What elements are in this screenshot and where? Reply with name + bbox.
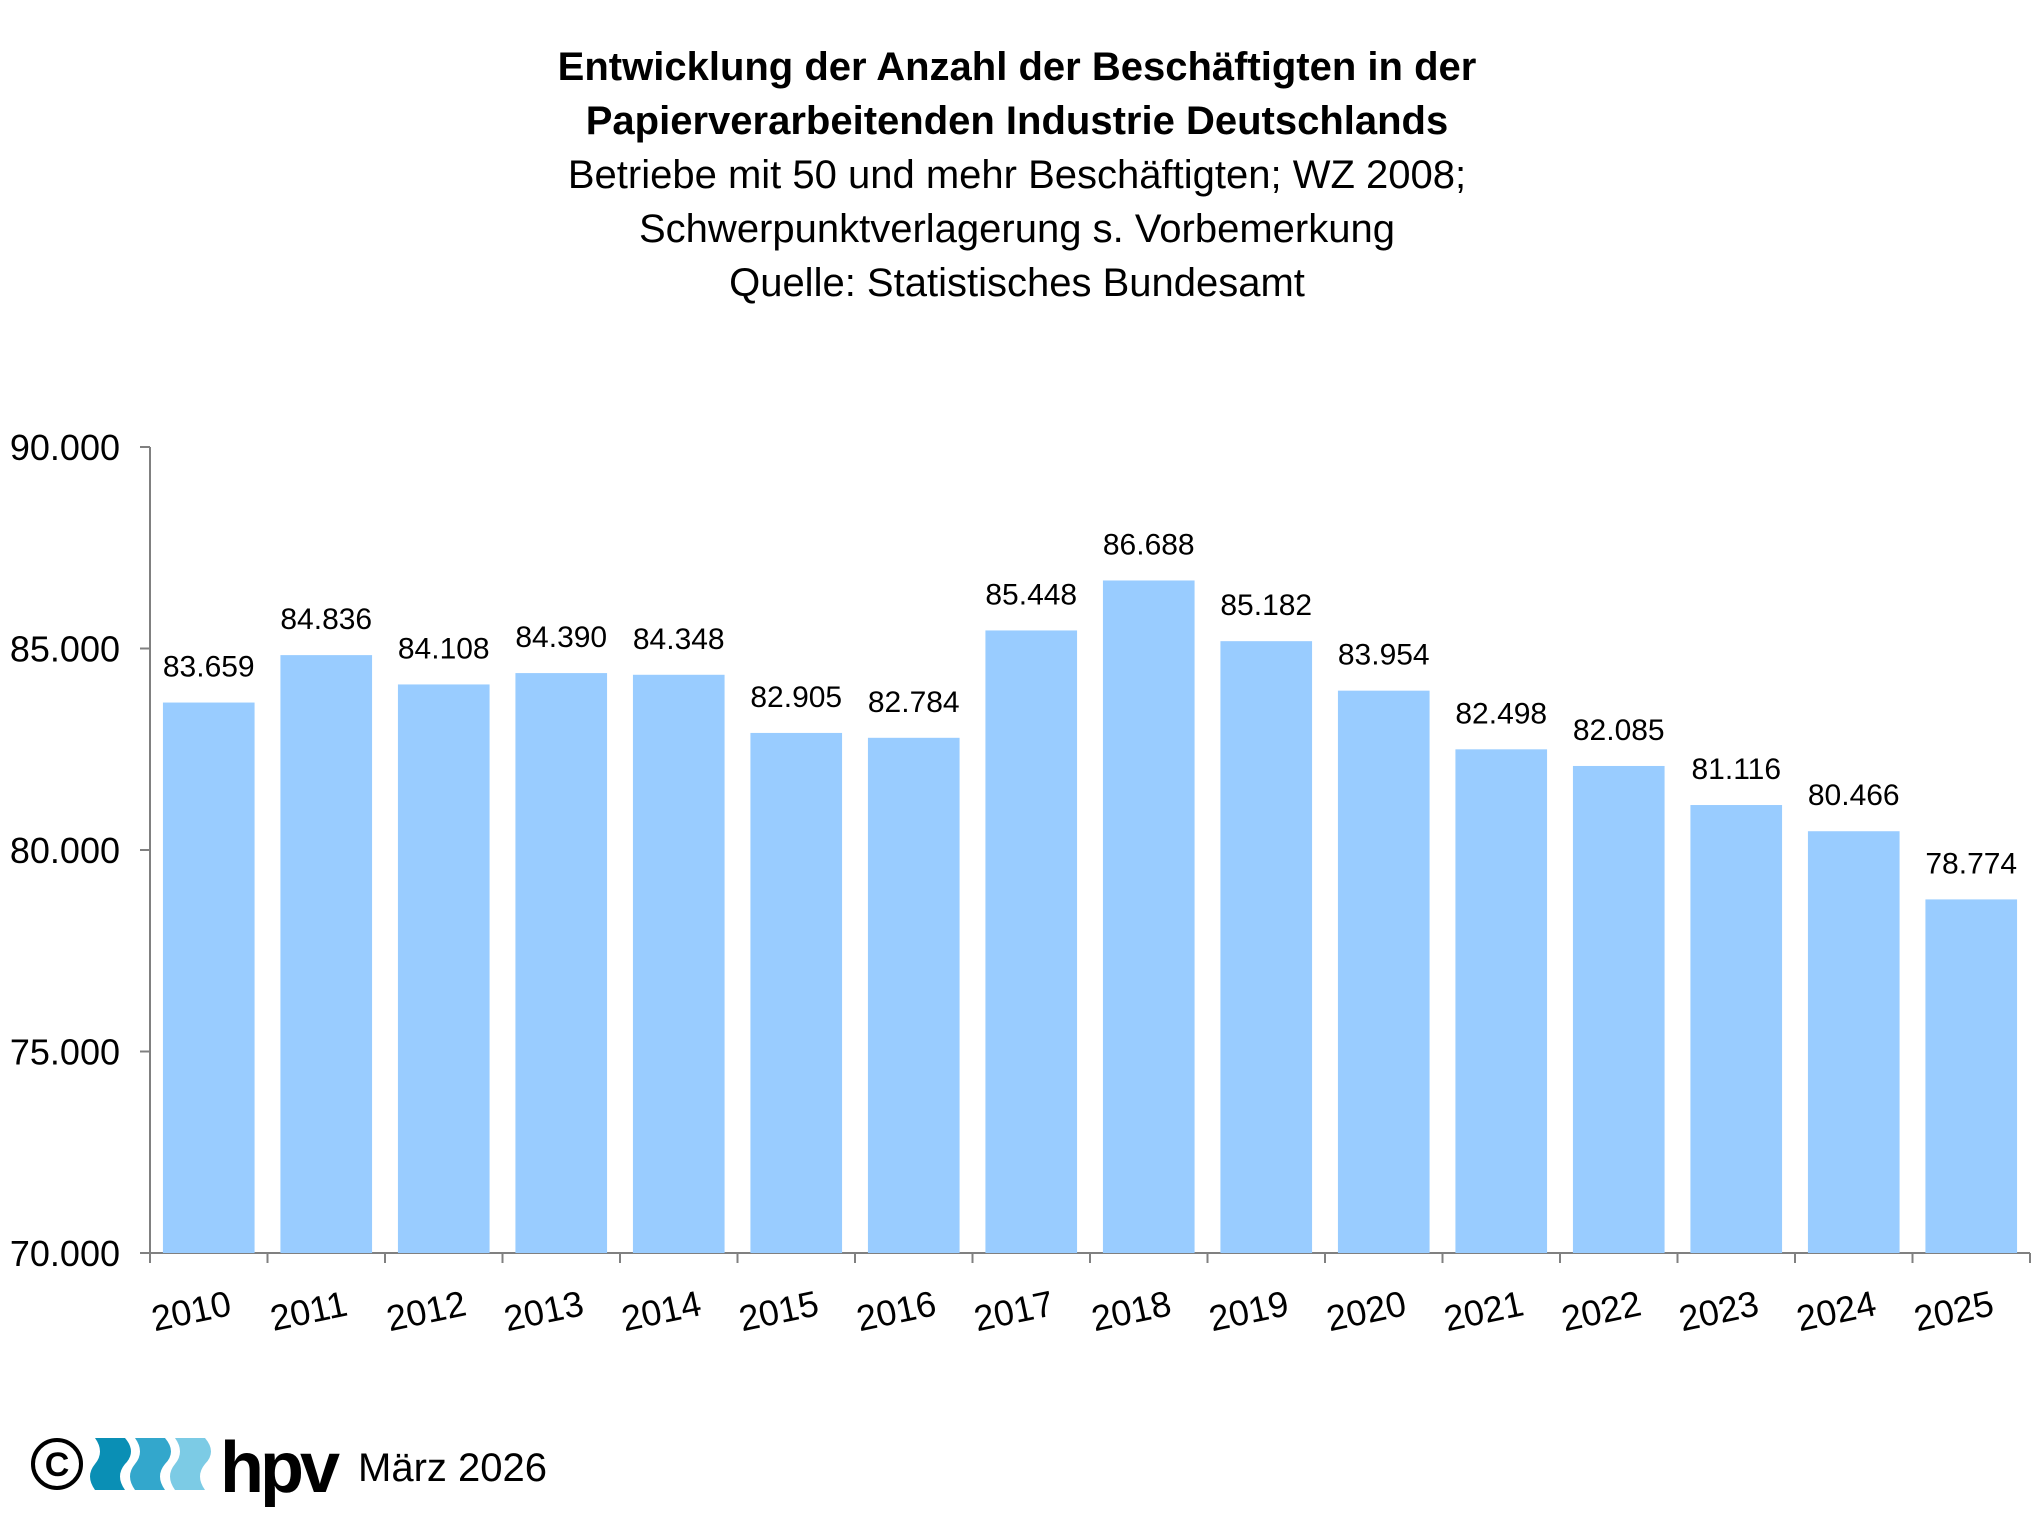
y-tick-label: 80.000 <box>10 830 120 871</box>
x-tick-label: 2019 <box>1205 1282 1292 1339</box>
bar <box>1925 899 2018 1253</box>
bar-value-label: 84.348 <box>633 623 725 656</box>
bar <box>1807 831 1900 1253</box>
bar-value-label: 82.498 <box>1455 697 1547 730</box>
bar <box>162 702 255 1253</box>
bar-value-label: 83.659 <box>163 651 255 684</box>
bar-value-label: 83.954 <box>1338 639 1430 672</box>
y-tick-label: 90.000 <box>10 427 120 468</box>
x-tick-label: 2017 <box>970 1282 1057 1339</box>
y-axis: 70.000 75.000 80.000 85.000 90.000 <box>10 427 151 1274</box>
x-tick-label: 2015 <box>735 1282 822 1339</box>
copyright-circle <box>31 1438 83 1490</box>
x-tick-label: 2011 <box>267 1283 351 1339</box>
bar-value-label: 82.085 <box>1573 714 1665 747</box>
bar <box>1337 690 1430 1253</box>
bar <box>1220 641 1313 1253</box>
chart-subtitle-line-2: Schwerpunktverlagerung s. Vorbemerkung <box>639 207 1395 251</box>
x-tick-label: 2021 <box>1440 1282 1527 1339</box>
bar-value-label: 86.688 <box>1103 528 1195 561</box>
chart-title-block: Entwicklung der Anzahl der Beschäftigten… <box>0 40 2034 310</box>
chart-subtitle-line-1: Betriebe mit 50 und mehr Beschäftigten; … <box>567 153 1467 197</box>
bar-value-label: 80.466 <box>1808 779 1900 812</box>
hpv-logo: C hpv <box>31 1428 344 1508</box>
chart-subtitle-line-3: Quelle: Statistisches Bundesamt <box>729 261 1305 305</box>
x-tick-label: 2016 <box>853 1282 940 1339</box>
bar <box>985 630 1078 1253</box>
wave-logo-stripe-2 <box>130 1438 171 1490</box>
x-tick-label: 2014 <box>618 1282 705 1339</box>
bars <box>162 580 2018 1253</box>
x-tick-label: 2012 <box>383 1282 470 1339</box>
value-labels: 83.659 84.836 84.108 84.390 84.348 82.905 82.7… <box>163 528 2017 880</box>
bar <box>1690 805 1783 1253</box>
wave-logo-stripe-3 <box>170 1438 211 1490</box>
bar-value-label: 85.182 <box>1220 589 1312 622</box>
x-tick-label: 2022 <box>1558 1282 1645 1339</box>
y-tick-label: 75.000 <box>10 1032 120 1073</box>
bar-value-label: 81.116 <box>1691 753 1781 786</box>
chart-title-line-2: Papierverarbeitenden Industrie Deutschla… <box>585 99 1449 143</box>
bar-value-label: 85.448 <box>985 578 1077 611</box>
bar <box>515 673 608 1253</box>
x-tick-label: 2013 <box>500 1282 587 1339</box>
bar <box>1572 765 1665 1253</box>
bar-value-label: 84.108 <box>398 632 490 665</box>
bar <box>397 684 490 1253</box>
bar <box>1102 580 1195 1253</box>
x-tick-label: 2010 <box>148 1282 235 1339</box>
x-tick-label: 2023 <box>1675 1282 1762 1339</box>
x-tick-label: 2025 <box>1910 1282 1997 1339</box>
bar-value-label: 78.774 <box>1925 847 2017 880</box>
hpv-logo-text: hpv <box>220 1428 340 1508</box>
footer-date: März 2026 <box>358 1446 547 1490</box>
bar-value-label: 82.905 <box>750 681 842 714</box>
x-tick-label: 2018 <box>1088 1282 1175 1339</box>
footer: C hpv März 2026 <box>25 1420 725 1520</box>
bar <box>750 732 843 1253</box>
bar <box>867 737 960 1253</box>
copyright-symbol-text: C <box>45 1446 70 1484</box>
bar-value-label: 84.390 <box>515 621 607 654</box>
bar <box>280 655 373 1253</box>
y-tick-label: 85.000 <box>10 629 120 670</box>
bar <box>1455 749 1548 1253</box>
wave-logo-stripe-1 <box>90 1438 131 1490</box>
x-axis: 2010 2011 2012 2013 2014 2015 2016 2017 2018 2019… <box>148 1252 2031 1339</box>
wave-logo-icon <box>90 1438 211 1490</box>
bar-value-label: 82.784 <box>868 686 960 719</box>
y-tick-label: 70.000 <box>10 1233 120 1274</box>
bar <box>632 674 725 1253</box>
bar-value-label: 84.836 <box>280 603 372 636</box>
x-tick-label: 2020 <box>1323 1282 1410 1339</box>
x-tick-label: 2024 <box>1793 1282 1880 1339</box>
chart-title-line-1: Entwicklung der Anzahl der Beschäftigten… <box>557 45 1477 89</box>
